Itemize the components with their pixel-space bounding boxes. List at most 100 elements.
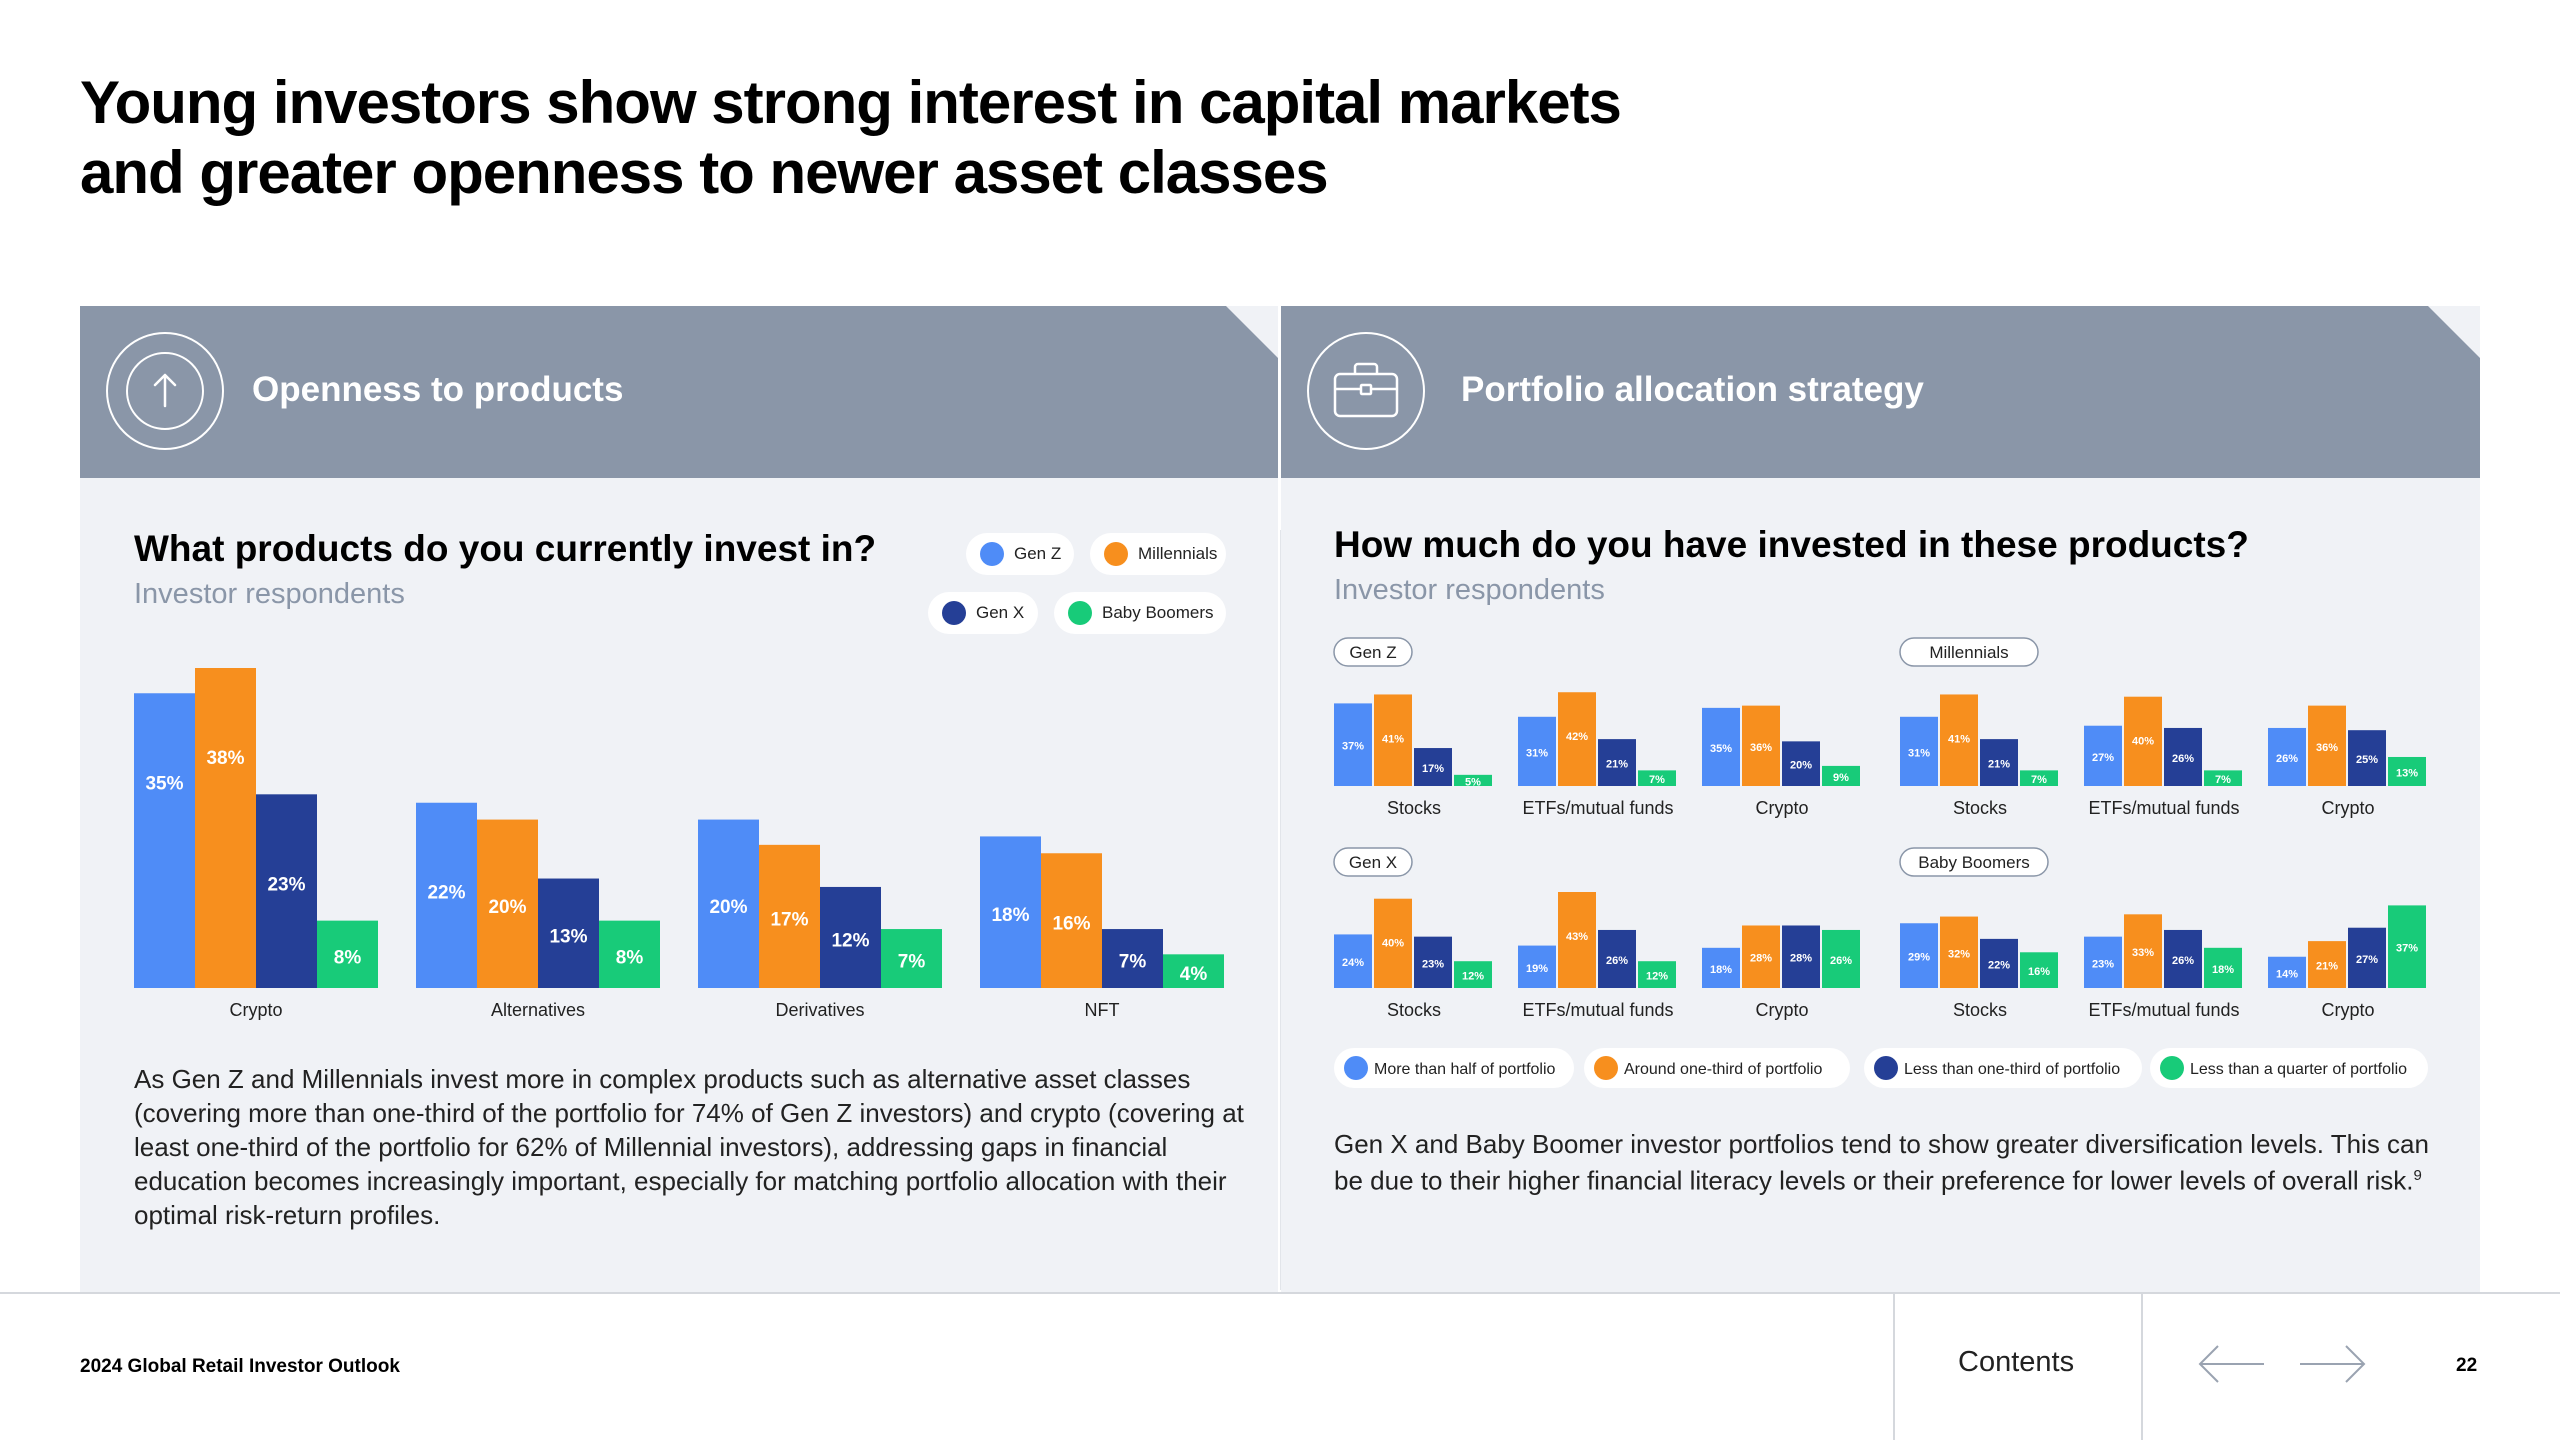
bar-gen-z-etfs-mutual-funds-1 (1558, 692, 1596, 786)
legend-gen-z: Gen Z (966, 533, 1074, 575)
bar-alternatives-gen-z (416, 802, 477, 988)
category-label-gen-x-etfs-mutual-funds: ETFs/mutual funds (1522, 1000, 1673, 1020)
bar-label-baby-boomers-stocks-2: 22% (1988, 959, 2010, 971)
bar-gen-z-stocks-1 (1374, 694, 1412, 786)
bar-label-baby-boomers-etfs-mutual-funds-0: 23% (2092, 958, 2114, 970)
openness-panel-header: Openness to products (80, 306, 1278, 478)
bar-label-gen-x-stocks-0: 24% (1342, 957, 1364, 969)
page-title: Young investors show strong interest in … (80, 68, 1780, 208)
bar-label-millennials-etfs-mutual-funds-0: 27% (2092, 752, 2114, 764)
bar-gen-x-etfs-mutual-funds-0 (1518, 945, 1556, 988)
bar-gen-x-stocks-3 (1454, 961, 1492, 988)
contents-link[interactable]: Contents (1958, 1346, 2075, 1378)
bar-gen-z-etfs-mutual-funds-0 (1518, 716, 1556, 786)
bar-millennials-crypto-0 (2268, 727, 2306, 786)
right-chart-subtitle: Investor respondents (1334, 574, 1605, 606)
bar-label-gen-x-stocks-2: 23% (1422, 958, 1444, 970)
bar-baby-boomers-crypto-1 (2308, 941, 2346, 988)
bar-millennials-etfs-mutual-funds-1 (2124, 696, 2162, 786)
left-chart-question: What products do you currently invest in… (134, 528, 877, 569)
category-label-gen-z-stocks: Stocks (1387, 798, 1441, 818)
legend-gen-x: Gen X (928, 592, 1038, 634)
bar-millennials-stocks-1 (1940, 694, 1978, 786)
bar-nft-gen-x (1102, 929, 1163, 988)
bar-label-millennials-etfs-mutual-funds-1: 40% (2132, 736, 2154, 748)
legend-pill-around-one-third-of-portfolio (1584, 1048, 1850, 1088)
bar-label-gen-z-crypto-1: 36% (1750, 742, 1772, 754)
bar-baby-boomers-etfs-mutual-funds-3 (2204, 947, 2242, 988)
right-body-text-content: Gen X and Baby Boomer investor portfolio… (1334, 1129, 2429, 1196)
bar-label-millennials-etfs-mutual-funds-3: 7% (2215, 774, 2231, 786)
bar-label-millennials-crypto-2: 25% (2356, 754, 2378, 766)
bar-gen-x-etfs-mutual-funds-2 (1598, 929, 1636, 988)
bar-label-gen-z-stocks-1: 41% (1382, 733, 1404, 745)
bar-label-gen-x-crypto-0: 18% (1710, 964, 1732, 976)
category-label-gen-x-crypto: Crypto (1755, 1000, 1808, 1020)
bar-label-millennials-stocks-0: 31% (1908, 747, 1930, 759)
bar-label-gen-z-etfs-mutual-funds-1: 42% (1566, 731, 1588, 743)
legend-pill-less-than-a-quarter-of-portfolio (2150, 1048, 2428, 1088)
bar-label-millennials-crypto-1: 36% (2316, 742, 2338, 754)
bar-baby-boomers-crypto-2 (2348, 927, 2386, 988)
bar-millennials-crypto-2 (2348, 730, 2386, 786)
legend-swatch-around-one-third-of-portfolio (1594, 1056, 1618, 1080)
bar-label-gen-x-etfs-mutual-funds-1: 43% (1566, 931, 1588, 943)
bar-label-gen-z-stocks-0: 37% (1342, 741, 1364, 753)
bar-baby-boomers-etfs-mutual-funds-1 (2124, 914, 2162, 988)
legend-pill-more-than-half-of-portfolio (1334, 1048, 1574, 1088)
category-label-millennials-stocks: Stocks (1953, 798, 2007, 818)
bar-baby-boomers-stocks-3 (2020, 952, 2058, 988)
bar-gen-x-crypto-2 (1782, 925, 1820, 988)
bar-label-baby-boomers-crypto-2: 27% (2356, 954, 2378, 966)
page-title-line-2: and greater openness to newer asset clas… (80, 139, 1329, 206)
legend-gen-z-label: Gen Z (1014, 544, 1062, 563)
bar-gen-x-crypto-1 (1742, 925, 1780, 988)
bar-label-gen-z-etfs-mutual-funds-2: 21% (1606, 759, 1628, 771)
bar-label-crypto-gen-x: 23% (267, 874, 305, 895)
bar-label-baby-boomers-etfs-mutual-funds-3: 18% (2212, 964, 2234, 976)
bar-gen-z-stocks-2 (1414, 748, 1452, 786)
bar-label-millennials-stocks-2: 21% (1988, 759, 2010, 771)
bar-gen-z-crypto-1 (1742, 705, 1780, 786)
bar-label-millennials-stocks-1: 41% (1948, 733, 1970, 745)
legend-swatch-less-than-a-quarter-of-portfolio (2160, 1056, 2184, 1080)
bar-label-gen-x-etfs-mutual-funds-0: 19% (1526, 963, 1548, 975)
allocation-panel-header: Portfolio allocation strategy (1281, 306, 2480, 478)
panel-tag-label-gen-z: Gen Z (1349, 643, 1396, 662)
panel-tag-gen-x (1333, 847, 1413, 877)
legend-millennials: Millennials (1090, 533, 1226, 575)
legend-baby-boomers: Baby Boomers (1054, 592, 1226, 634)
bar-baby-boomers-stocks-2 (1980, 938, 2018, 988)
bar-baby-boomers-stocks-0 (1900, 923, 1938, 988)
bar-millennials-crypto-3 (2388, 756, 2426, 786)
bar-baby-boomers-etfs-mutual-funds-0 (2084, 936, 2122, 988)
bar-label-gen-z-crypto-2: 20% (1790, 760, 1812, 772)
bar-millennials-crypto-1 (2308, 705, 2346, 786)
legend-baby-boomers-label: Baby Boomers (1102, 603, 1214, 622)
panel-tag-label-millennials: Millennials (1929, 643, 2008, 662)
openness-panel-title: Openness to products (252, 370, 624, 409)
bar-label-crypto-millennials: 38% (206, 748, 244, 769)
arrow-left-icon[interactable] (2196, 1340, 2268, 1388)
bar-label-gen-z-crypto-0: 35% (1710, 743, 1732, 755)
bar-label-gen-z-etfs-mutual-funds-3: 7% (1649, 774, 1665, 786)
panel-tag-millennials (1899, 637, 2039, 667)
category-label-alternatives: Alternatives (491, 1000, 585, 1020)
bar-label-crypto-baby-boomers: 8% (334, 947, 362, 968)
arrow-right-icon[interactable] (2296, 1340, 2368, 1388)
bar-gen-x-stocks-2 (1414, 936, 1452, 988)
category-label-nft: NFT (1085, 1000, 1120, 1020)
bar-gen-z-crypto-3 (1822, 765, 1860, 786)
category-label-baby-boomers-etfs-mutual-funds: ETFs/mutual funds (2088, 1000, 2239, 1020)
bar-label-millennials-crypto-0: 26% (2276, 753, 2298, 765)
bar-label-baby-boomers-crypto-1: 21% (2316, 961, 2338, 973)
bar-label-nft-gen-x: 7% (1119, 952, 1147, 973)
legend-millennials-label: Millennials (1138, 544, 1218, 563)
bar-label-gen-x-crypto-1: 28% (1750, 953, 1772, 965)
legend-swatch-more-than-half-of-portfolio (1344, 1056, 1368, 1080)
bar-label-nft-millennials: 16% (1052, 914, 1090, 935)
category-label-crypto: Crypto (229, 1000, 282, 1020)
bar-gen-z-crypto-2 (1782, 741, 1820, 786)
bar-alternatives-millennials (477, 819, 538, 988)
